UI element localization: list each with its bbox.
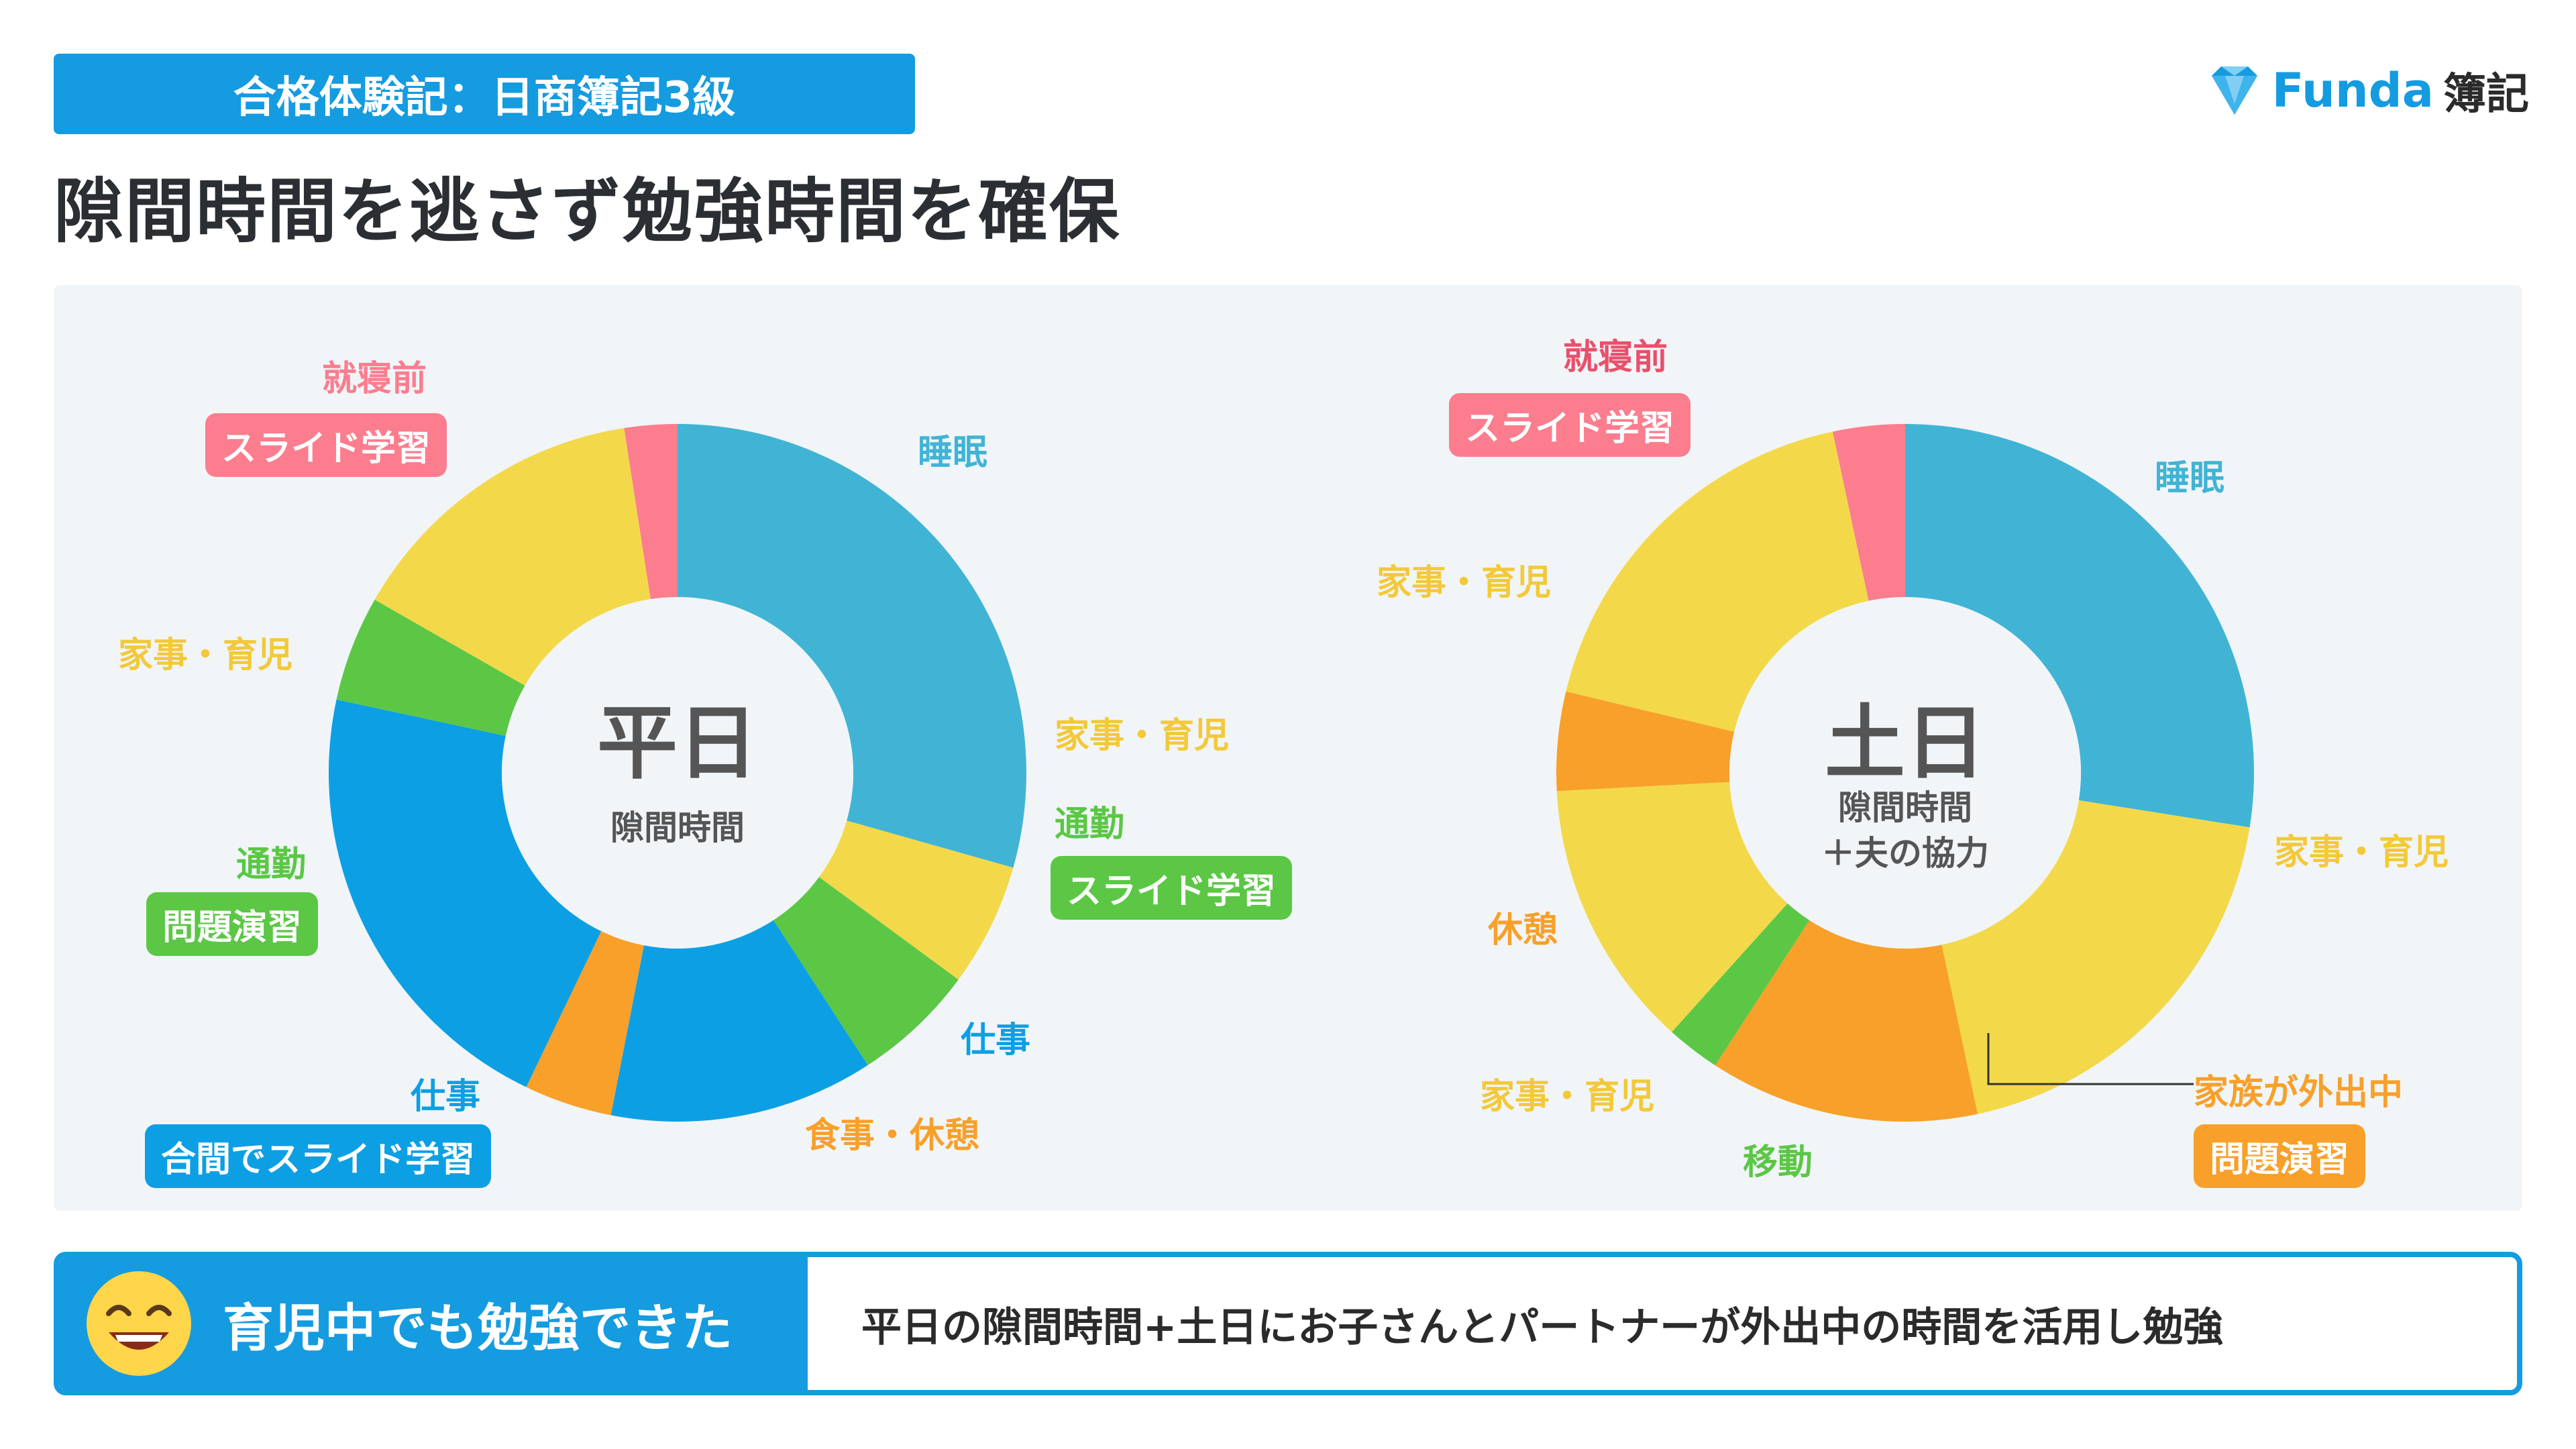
donut-slice-4 [1556,782,1788,1032]
logo-wordmark: Funda [2271,63,2434,118]
donut-slice-7 [374,428,651,686]
weekday-tag-bedtime-study: スライド学習 [205,413,447,477]
family-out-leader-line [1987,1033,2194,1085]
weekday-label-bedtime: 就寝前 [322,359,427,399]
donut-slice-0 [678,424,1026,868]
diamond-logo-icon [2211,66,2257,115]
weekday-label-work-right: 仕事 [961,1020,1031,1061]
weekend-center-subtitle: 隙間時間 ＋夫の協力 [1821,788,1989,873]
page-title: 隙間時間を逃さず勉強時間を確保 [54,170,1121,252]
donut-hole [1729,597,2081,949]
weekend-label-move: 移動 [1743,1142,1813,1183]
donut-slice-1 [818,820,1014,980]
donut-slice-2 [1715,920,1978,1122]
summary-headline: 育児中でも勉強できた [223,1298,733,1358]
weekend-tag-bedtime-study: スライド学習 [1449,393,1691,457]
donut-slice-6 [1566,431,1869,732]
weekend-tag-family-out-study: 問題演習 [2194,1124,2366,1188]
weekend-label-sleep: 睡眠 [2155,458,2225,498]
donut-slice-5 [1556,691,1735,792]
smiling-face-icon [87,1271,191,1376]
weekday-label-meal: 食事・休憩 [805,1116,980,1156]
weekday-center-title: 平日 [597,697,758,790]
donut-slice-6 [336,599,525,736]
donut-slice-4 [526,931,644,1116]
weekday-label-chores-right: 家事・育児 [1055,716,1230,756]
weekday-label-chores-left: 家事・育児 [118,635,293,676]
summary-headline-box: 育児中でも勉強できた [59,1257,808,1390]
weekday-tag-work-left-study: 合間でスライド学習 [145,1124,492,1188]
donut-slice-3 [1672,903,1810,1066]
weekend-center-title: 土日 [1825,697,1986,790]
weekend-label-chores-bottom: 家事・育児 [1480,1077,1655,1117]
summary-banner: 育児中でも勉強できた 平日の隙間時間+土日にお子さんとパートナーが外出中の時間を… [54,1252,2522,1395]
weekday-label-commute-left: 通勤 [236,845,307,885]
weekday-donut-chart [329,424,1026,1122]
donut-slice-8 [624,424,678,600]
donut-slice-3 [610,920,868,1122]
donut-slice-0 [1905,424,2254,828]
weekday-center-subtitle: 隙間時間 [610,808,745,847]
donut-hole [502,597,853,949]
weekend-donut-chart [1556,424,2254,1122]
category-badge: 合格体験記：日商簿記3級 [54,54,915,134]
donut-slice-2 [773,877,959,1065]
weekend-label-family-out: 家族が外出中 [2194,1073,2404,1113]
weekday-label-commute-right: 通勤 [1055,804,1125,845]
weekday-label-sleep: 睡眠 [918,433,988,473]
donut-slice-7 [1832,424,1905,601]
funda-logo[interactable]: Funda 簿記 [2206,54,2529,127]
weekday-label-work-left: 仕事 [411,1077,481,1117]
summary-detail: 平日の隙間時間+土日にお子さんとパートナーが外出中の時間を活用し勉強 [861,1303,2224,1351]
weekend-label-chores-right: 家事・育児 [2274,833,2449,873]
donut-slice-1 [1941,800,2250,1114]
weekend-label-chores-top: 家事・育児 [1377,563,1552,603]
weekday-tag-commute-left-study: 問題演習 [146,892,319,956]
logo-subtitle: 簿記 [2443,70,2529,119]
donut-slice-5 [329,699,602,1087]
weekend-label-rest: 休憩 [1488,910,1558,951]
weekday-tag-commute-right-study: スライド学習 [1051,856,1293,920]
weekend-label-bedtime: 就寝前 [1563,337,1668,378]
